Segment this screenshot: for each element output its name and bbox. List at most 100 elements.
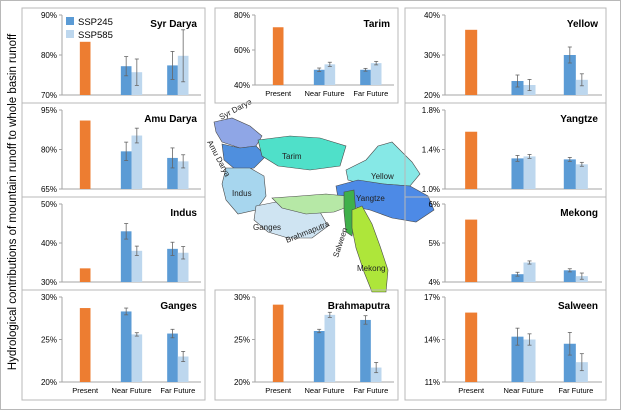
chart-amu-darya: 95% 80% 65% Amu Darya: [21, 102, 206, 198]
y-tick-label: 90%: [41, 11, 57, 20]
chart-title: Syr Darya: [150, 19, 197, 30]
error-bar-ssp585-near-future: [527, 154, 532, 159]
error-bar-ssp585-near-future: [327, 311, 332, 318]
map-syr-darya-region: [213, 117, 263, 149]
chart-title: Yellow: [567, 19, 598, 30]
bar-present-indus: [79, 268, 91, 282]
bar-present-salween: [465, 312, 478, 382]
bar-present-ganges: [79, 308, 91, 382]
error-bar-ssp245-near-future: [515, 271, 520, 277]
bar-present-yellow: [465, 29, 478, 95]
bar-ssp585-near-future: [523, 156, 536, 189]
chart-syr-darya: 90% 80% 70% Syr Darya SSP245 SSP585: [21, 7, 206, 104]
map-label-salween: Salween: [331, 227, 349, 259]
legend-swatch-ssp245: [66, 17, 74, 25]
error-bar-ssp245-near-future: [317, 67, 322, 72]
error-bar-ssp585-far-future: [579, 73, 584, 87]
bar-present-tarim: [272, 27, 284, 85]
chart-panel-border: [214, 7, 399, 104]
bar-ssp245-near-future: [511, 274, 524, 282]
y-tick-label: 11%: [425, 378, 440, 387]
y-tick-label: 14%: [424, 336, 440, 345]
chart-mekong: 6% 5% 4% Mekong: [404, 196, 607, 291]
chart-title: Tarim: [364, 19, 391, 30]
error-bar-ssp585-far-future: [374, 60, 379, 66]
y-tick-label: 40%: [41, 239, 57, 248]
y-tick-label: 65%: [41, 185, 57, 194]
y-tick-label: 5%: [428, 239, 440, 248]
chart-tarim: 80% 60% 40% Present Near Future Far Future Tar…: [214, 7, 399, 104]
bar-ssp245-near-future: [120, 151, 132, 189]
bar-ssp245-near-future: [313, 331, 325, 382]
bar-ssp245-far-future: [563, 159, 576, 189]
y-tick-label: 1.4%: [422, 146, 440, 155]
error-bar-ssp585-near-future: [134, 127, 139, 144]
bar-ssp245-near-future: [120, 311, 132, 382]
bar-ssp245-near-future: [313, 69, 325, 85]
bar-ssp245-far-future: [167, 157, 178, 189]
error-bar-ssp245-near-future: [124, 141, 129, 161]
map-label-yangtze: Yangtze: [356, 194, 385, 203]
y-tick-label: 30%: [41, 293, 57, 302]
bar-ssp585-near-future: [324, 64, 336, 85]
error-bar-ssp245-near-future: [515, 327, 520, 346]
chart-brahmaputra: 30% 25% 20% Present Near Future Far Future Bra…: [214, 289, 399, 401]
x-tick-label: Near Future: [304, 386, 344, 395]
error-bar-ssp245-far-future: [567, 46, 572, 64]
bar-ssp245-near-future: [120, 66, 132, 95]
chart-indus: 50% 40% 30% Indus: [21, 196, 206, 291]
error-bar-ssp245-near-future: [124, 223, 129, 240]
y-tick-label: 80%: [41, 146, 57, 155]
bar-ssp585-near-future: [131, 250, 143, 282]
error-bar-ssp245-far-future: [170, 328, 175, 339]
legend-label-ssp585: SSP585: [78, 30, 113, 41]
legend-swatch-ssp585: [66, 30, 74, 38]
y-tick-label: 6%: [428, 200, 440, 209]
chart-title: Brahmaputra: [328, 301, 391, 312]
y-tick-label: 70%: [41, 91, 57, 100]
error-bar-ssp245-far-future: [567, 156, 572, 162]
error-bar-ssp585-far-future: [181, 246, 186, 260]
bar-ssp245-far-future: [563, 343, 576, 382]
x-tick-label: Present: [458, 386, 485, 395]
error-bar-ssp245-far-future: [567, 268, 572, 273]
map-label-yellow: Yellow: [371, 172, 394, 181]
error-bar-ssp585-far-future: [181, 29, 186, 83]
map-label-mekong: Mekong: [357, 264, 385, 273]
bar-ssp585-far-future: [177, 252, 189, 282]
map-mekong-region: [351, 205, 389, 293]
bar-present-yangtze: [465, 131, 478, 189]
x-tick-label: Near Future: [304, 89, 344, 98]
bar-ssp585-far-future: [575, 79, 588, 95]
y-tick-label: 40%: [234, 81, 250, 90]
y-tick-label: 4%: [428, 278, 440, 287]
legend-label-ssp245: SSP245: [78, 17, 113, 28]
bar-ssp245-far-future: [563, 55, 576, 95]
error-bar-ssp585-near-future: [527, 79, 532, 91]
x-tick-label: Far Future: [353, 89, 388, 98]
bar-ssp585-far-future: [575, 164, 588, 189]
error-bar-ssp245-far-future: [363, 67, 368, 72]
y-tick-label: 30%: [234, 293, 250, 302]
bar-ssp585-near-future: [523, 339, 536, 382]
y-tick-label: 20%: [424, 91, 440, 100]
error-bar-ssp585-far-future: [579, 353, 584, 372]
bar-present-mekong: [465, 219, 478, 282]
chart-title: Indus: [170, 208, 197, 219]
y-tick-label: 1.0%: [422, 185, 440, 194]
bar-ssp585-near-future: [523, 262, 536, 282]
chart-yangtze: 1.8% 1.4% 1.0% Yangtze: [404, 102, 607, 198]
bar-ssp245-far-future: [167, 333, 178, 382]
chart-salween: 17% 14% 11% Present Near Future Far Future Sal…: [404, 289, 607, 401]
bar-present-brahmaputra: [272, 304, 284, 382]
x-tick-label: Present: [265, 386, 292, 395]
map-amu-darya-region: [221, 143, 267, 171]
bar-ssp245-far-future: [360, 319, 371, 382]
bar-ssp245-near-future: [511, 81, 524, 95]
bar-ssp585-far-future: [177, 356, 189, 382]
y-tick-label: 80%: [234, 11, 250, 20]
chart-yellow: 40% 30% 20% Yellow: [404, 7, 607, 104]
bar-ssp245-far-future: [360, 69, 371, 85]
chart-title: Amu Darya: [144, 114, 197, 125]
